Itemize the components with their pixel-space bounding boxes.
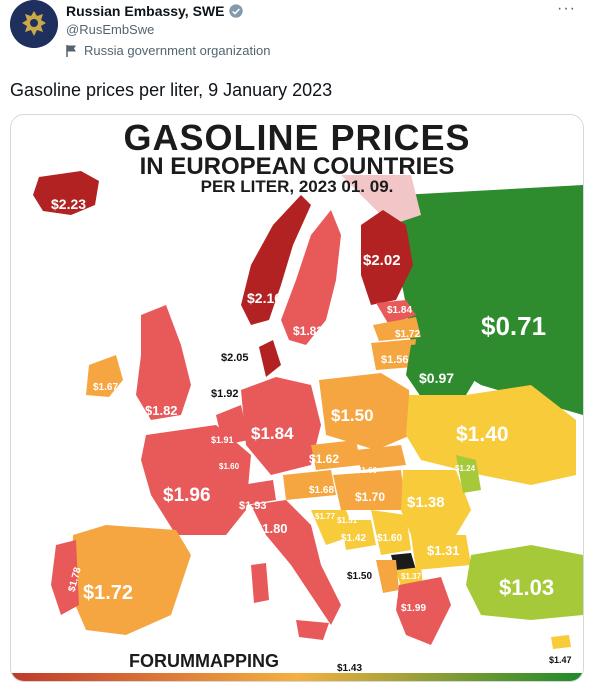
region-spain	[71, 525, 191, 635]
price-lithuania: $1.56	[381, 354, 409, 366]
region-denmark	[259, 340, 281, 377]
tweet-text: Gasoline prices per liter, 9 January 202…	[10, 80, 333, 100]
price-hungary: $1.70	[355, 490, 385, 504]
display-name[interactable]: Russian Embassy, SWE	[66, 3, 244, 19]
price-germany: $1.84	[251, 424, 294, 443]
region-france	[141, 425, 251, 535]
region-czechia	[311, 440, 361, 470]
image-footer: FORUMMAPPING	[129, 651, 279, 671]
price-denmark: $2.05	[221, 352, 249, 364]
flag-icon	[66, 44, 76, 57]
region-austria	[283, 470, 336, 500]
price-ireland: $1.67	[93, 382, 118, 393]
handle[interactable]: @RusEmbSwe	[66, 22, 155, 37]
image-title-line2: IN EUROPEAN COUNTRIES	[139, 153, 455, 180]
image-title-line1: GASOLINE PRICES	[123, 117, 471, 158]
avatar[interactable]	[10, 0, 58, 48]
price-bosnia: $1.42	[341, 533, 366, 544]
price-estonia: $1.84	[387, 305, 412, 316]
region-sweden	[281, 210, 341, 345]
price-france: $1.96	[163, 485, 211, 506]
price-sweden: $1.82	[293, 324, 323, 338]
region-latvia	[373, 317, 421, 341]
region-cyprus	[551, 635, 571, 649]
price-russia: $0.71	[481, 311, 546, 341]
region-ukraine	[406, 385, 576, 485]
price-latvia: $1.72	[395, 329, 420, 340]
footer-price: $1.43	[337, 663, 362, 674]
government-label-text: Russia government organization	[84, 43, 271, 58]
price-montenegro: $1.50	[347, 571, 372, 582]
price-netherlands: $1.92	[211, 388, 239, 400]
price-cyprus: $1.47	[549, 655, 572, 665]
price-north-macedonia: $1.37	[401, 572, 422, 581]
display-name-text[interactable]: Russian Embassy, SWE	[66, 3, 225, 19]
region-ireland	[86, 355, 123, 397]
price-bulgaria: $1.31	[427, 543, 460, 558]
price-serbia: $1.60	[377, 533, 402, 544]
verified-badge-icon	[229, 4, 244, 18]
region-switzerland	[241, 480, 276, 505]
region-italy	[251, 500, 341, 625]
region-iceland	[33, 171, 99, 215]
price-luxembourg: $1.60	[219, 462, 240, 471]
region-turkey	[466, 545, 583, 620]
price-slovenia: $1.77	[315, 512, 336, 521]
region-albania	[376, 560, 399, 593]
color-scale-bar	[11, 673, 583, 681]
price-uk: $1.82	[145, 403, 178, 418]
region-belarus	[406, 340, 481, 397]
region-serbia	[371, 510, 411, 555]
region-hungary	[333, 470, 406, 510]
region-bulgaria	[411, 535, 471, 570]
price-croatia: $1.51	[337, 516, 358, 525]
price-belarus: $0.97	[419, 370, 454, 386]
price-czechia: $1.62	[309, 452, 339, 466]
government-label: Russia government organization	[66, 43, 270, 58]
price-switzerland: $1.93	[239, 500, 267, 512]
region-finland	[361, 210, 413, 305]
price-moldova: $1.24	[455, 464, 476, 473]
price-greece: $1.99	[401, 603, 426, 614]
region-kosovo	[391, 553, 416, 573]
price-iceland: $2.23	[51, 196, 86, 212]
region-slovakia	[356, 445, 406, 470]
price-slovakia: $1.60	[357, 466, 378, 475]
more-options-button[interactable]: ···	[557, 0, 576, 17]
region-uk	[136, 305, 191, 420]
region-norway	[241, 195, 311, 325]
price-spain: $1.72	[83, 582, 133, 604]
price-turkey: $1.03	[499, 575, 554, 600]
tweet-image[interactable]: $2.23 $2.16 $1.82 $2.02 $0.71 $1.84 $1.7…	[10, 114, 584, 682]
price-austria: $1.68	[309, 485, 334, 496]
region-germany	[241, 377, 321, 475]
price-italy: $1.80	[255, 521, 288, 536]
region-poland	[319, 373, 411, 450]
price-ukraine: $1.40	[456, 423, 509, 446]
region-moldova	[456, 455, 481, 493]
region-portugal	[51, 540, 79, 615]
price-norway: $2.16	[247, 290, 282, 306]
price-finland: $2.02	[363, 252, 401, 269]
price-romania: $1.38	[407, 494, 445, 511]
europe-map: $2.23 $2.16 $1.82 $2.02 $0.71 $1.84 $1.7…	[11, 115, 583, 681]
region-romania	[401, 470, 471, 535]
region-greece	[396, 577, 451, 645]
price-albania: $1.40	[383, 595, 399, 601]
image-title-line3: PER LITER, 2023 01. 09.	[200, 177, 394, 196]
region-lithuania	[371, 339, 416, 370]
region-estonia	[376, 300, 416, 325]
price-belgium: $1.91	[211, 435, 234, 445]
region-bosnia	[341, 520, 376, 550]
emblem-icon	[10, 0, 58, 48]
price-poland: $1.50	[331, 406, 374, 425]
